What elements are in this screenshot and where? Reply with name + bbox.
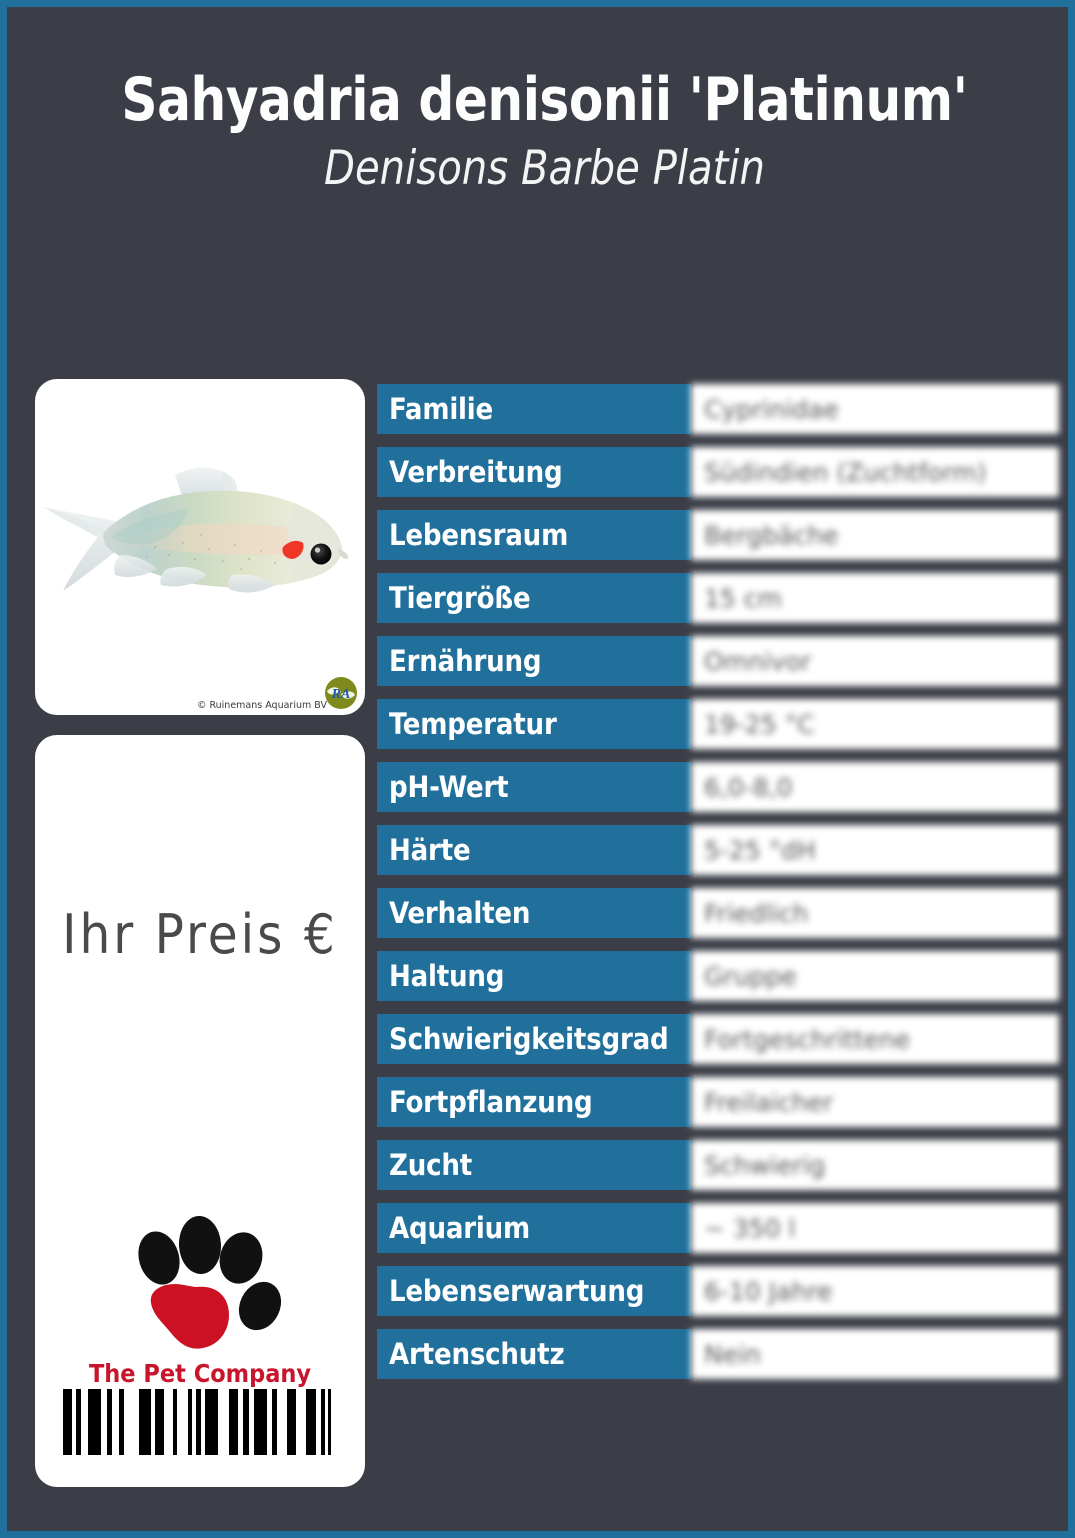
spec-row: Ernährung Omnivor xyxy=(377,636,1059,686)
spec-row: Zucht Schwierig xyxy=(377,1140,1059,1190)
card-header: Sahyadria denisonii 'Platinum' Denisons … xyxy=(7,65,1075,196)
spec-label: Verbreitung xyxy=(377,447,691,497)
spec-label: Schwierigkeitsgrad xyxy=(377,1014,691,1064)
spec-value: Bergbäche xyxy=(691,510,1059,560)
spec-label: Temperatur xyxy=(377,699,691,749)
spec-row: Schwierigkeitsgrad Fortgeschrittene xyxy=(377,1014,1059,1064)
spec-value: Omnivor xyxy=(691,636,1059,686)
spec-label: Tiergröße xyxy=(377,573,691,623)
spec-row: Lebensraum Bergbäche xyxy=(377,510,1059,560)
fish-photo-card: © Ruinemans Aquarium BV RA xyxy=(35,379,365,715)
spec-row: Tiergröße 15 cm xyxy=(377,573,1059,623)
ruinemans-aquarium-logo-icon: RA xyxy=(323,675,359,711)
spec-value: Gruppe xyxy=(691,951,1059,1001)
spec-value: Freilaicher xyxy=(691,1077,1059,1127)
spec-row: Verhalten Friedlich xyxy=(377,888,1059,938)
photo-copyright: © Ruinemans Aquarium BV xyxy=(196,700,327,711)
spec-value: Fortgeschrittene xyxy=(691,1014,1059,1064)
spec-value: 6-10 Jahre xyxy=(691,1266,1059,1316)
spec-value: Schwierig xyxy=(691,1140,1059,1190)
spec-value: Cyprinidae xyxy=(691,384,1059,434)
spec-label: Haltung xyxy=(377,951,691,1001)
barcode xyxy=(59,1389,331,1455)
common-name-subtitle: Denisons Barbe Platin xyxy=(324,141,765,196)
spec-row: Lebenserwartung 6-10 Jahre xyxy=(377,1266,1059,1316)
spec-row: Härte 5-25 °dH xyxy=(377,825,1059,875)
spec-label: Lebenserwartung xyxy=(377,1266,691,1316)
scientific-name-title: Sahyadria denisonii 'Platinum' xyxy=(121,65,968,135)
paw-print-icon xyxy=(138,1216,282,1349)
spec-label: Artenschutz xyxy=(377,1329,691,1379)
spec-label: Ernährung xyxy=(377,636,691,686)
spec-row: Artenschutz Nein xyxy=(377,1329,1059,1379)
spec-label: Familie xyxy=(377,384,691,434)
price-and-brand-card: Ihr Preis € The Pet Company xyxy=(35,735,365,1487)
spec-label: Verhalten xyxy=(377,888,691,938)
pet-company-logo: The Pet Company xyxy=(35,1213,365,1388)
spec-label: Härte xyxy=(377,825,691,875)
spec-label: Aquarium xyxy=(377,1203,691,1253)
spec-row: Aquarium ~ 350 l xyxy=(377,1203,1059,1253)
spec-value: 5-25 °dH xyxy=(691,825,1059,875)
spec-row: Temperatur 19-25 °C xyxy=(377,699,1059,749)
spec-row: Fortpflanzung Freilaicher xyxy=(377,1077,1059,1127)
spec-value: Friedlich xyxy=(691,888,1059,938)
spec-row: pH-Wert 6,0-8,0 xyxy=(377,762,1059,812)
pet-company-name: The Pet Company xyxy=(88,1359,312,1388)
spec-row: Verbreitung Südindien (Zuchtform) xyxy=(377,447,1059,497)
spec-label: Lebensraum xyxy=(377,510,691,560)
spec-value: Südindien (Zuchtform) xyxy=(691,447,1059,497)
spec-value: ~ 350 l xyxy=(691,1203,1059,1253)
price-label: Ihr Preis € xyxy=(62,903,338,966)
species-spec-table: Familie Cyprinidae Verbreitung Südindien (Z… xyxy=(377,384,1059,1392)
spec-value: 19-25 °C xyxy=(691,699,1059,749)
spec-value: 15 cm xyxy=(691,573,1059,623)
spec-row: Haltung Gruppe xyxy=(377,951,1059,1001)
svg-text:RA: RA xyxy=(331,687,351,702)
spec-label: Fortpflanzung xyxy=(377,1077,691,1127)
spec-label: pH-Wert xyxy=(377,762,691,812)
spec-value: 6,0-8,0 xyxy=(691,762,1059,812)
spec-row: Familie Cyprinidae xyxy=(377,384,1059,434)
spec-label: Zucht xyxy=(377,1140,691,1190)
fish-photo-image xyxy=(35,379,365,715)
spec-value: Nein xyxy=(691,1329,1059,1379)
